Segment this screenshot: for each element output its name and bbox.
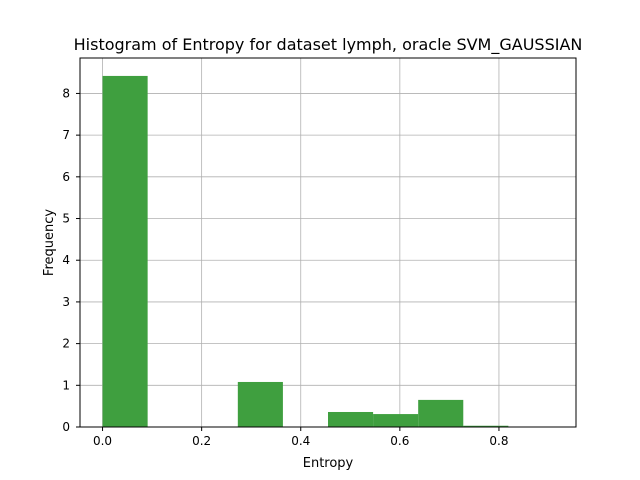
chart-title: Histogram of Entropy for dataset lymph, … [74,35,583,55]
x-tick-label: 0.0 [93,434,112,448]
histogram-bar [102,75,148,428]
plot-frame [79,57,577,428]
y-axis-label: Frequency [42,209,57,276]
histogram-bar [463,425,509,427]
y-tick-label: 0 [62,420,70,434]
x-axis-label: Entropy [303,456,354,471]
histogram-bar [418,399,464,427]
y-tick-label: 2 [62,337,70,351]
histogram-bar [373,414,419,427]
x-tick-label: 0.2 [192,434,211,448]
x-tick-label: 0.6 [390,434,409,448]
y-tick-label: 5 [62,212,70,226]
y-tick-label: 1 [62,378,70,392]
histogram-bars [102,75,509,428]
y-tick-label: 3 [62,295,70,309]
y-tick-label: 6 [62,170,70,184]
histogram-bar [237,381,283,427]
grid-lines [80,58,576,428]
axis-ticks: 0.0 0.2 0.4 0.6 0.8 0 1 2 3 4 5 6 7 8 [62,86,508,448]
histogram-bar [328,411,374,427]
y-tick-label: 8 [62,86,70,100]
x-tick-label: 0.8 [489,434,508,448]
x-tick-label: 0.4 [291,434,310,448]
y-tick-label: 4 [62,253,70,267]
y-tick-label: 7 [62,128,70,142]
